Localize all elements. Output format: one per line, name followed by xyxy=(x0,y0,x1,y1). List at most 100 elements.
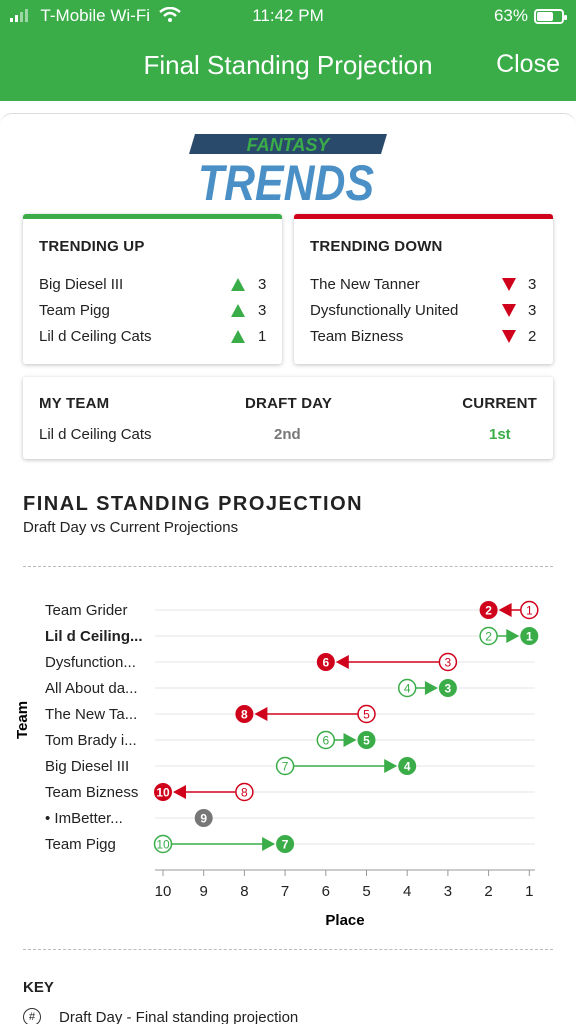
x-tick-label: 10 xyxy=(155,883,172,900)
current-label: 7 xyxy=(282,838,289,852)
clock: 11:42 PM xyxy=(252,6,324,25)
team-label: Team Grider xyxy=(45,602,128,619)
up-arrow-icon xyxy=(231,330,245,343)
draft-day-point xyxy=(235,782,254,802)
current-label: 2 xyxy=(485,604,492,618)
wifi-icon xyxy=(158,6,181,22)
draft-day-label: 5 xyxy=(363,708,370,722)
draft-day-label: 7 xyxy=(282,760,289,774)
draft-day-label: 1 xyxy=(526,604,533,618)
trending-up-team: Team Pigg xyxy=(39,302,110,319)
draft-day-label: 6 xyxy=(322,734,329,748)
draft-day-label: 3 xyxy=(445,656,452,670)
trending-up-card: TRENDING UP Big Diesel III 3 Team Pigg 3… xyxy=(23,214,282,364)
carrier-status: T-Mobile Wi-Fi xyxy=(10,6,181,26)
logo-line2: TRENDS xyxy=(198,155,374,204)
fantasy-trends-logo: FANTASY TRENDS xyxy=(189,134,387,204)
key-title: KEY xyxy=(23,979,54,996)
current-rank: 1st xyxy=(489,426,511,443)
logo-line1: FANTASY xyxy=(247,135,332,155)
x-tick-label: 2 xyxy=(484,883,492,900)
trend-arrowhead xyxy=(254,707,268,721)
x-tick-label: 8 xyxy=(240,883,248,900)
my-team-card: MY TEAM DRAFT DAY CURRENT Lil d Ceiling … xyxy=(23,377,553,459)
current-point xyxy=(235,705,254,723)
team-label: Dysfunction... xyxy=(45,654,136,671)
team-label: All About da... xyxy=(45,680,138,697)
key-label: Draft Day - Final standing projection xyxy=(59,1008,299,1024)
current-label: 8 xyxy=(241,708,248,722)
team-label: Team Bizness xyxy=(45,784,138,801)
close-button[interactable]: Close xyxy=(496,50,560,78)
draft-day-point xyxy=(520,600,539,620)
x-tick-label: 5 xyxy=(362,883,370,900)
trend-arrowhead xyxy=(262,837,276,851)
down-arrow-icon xyxy=(502,278,516,291)
battery-percent: 63% xyxy=(493,6,528,25)
x-tick-label: 7 xyxy=(281,883,289,900)
trend-arrowhead xyxy=(506,629,520,643)
section-subtitle: Draft Day vs Current Projections xyxy=(23,519,239,536)
draft-day-label: 4 xyxy=(404,682,411,696)
x-tick-label: 6 xyxy=(322,883,330,900)
draft-day-label: 8 xyxy=(241,786,248,800)
draft-day-label: 2 xyxy=(485,630,492,644)
current-point xyxy=(398,757,417,775)
x-tick-label: 3 xyxy=(444,883,452,900)
battery-status: 63% xyxy=(493,6,567,26)
standing-projection-chart: Team Team Grider 1 2 Lil d Ceiling... 2 1 Dysfu… xyxy=(14,600,539,929)
trending-up-team: Lil d Ceiling Cats xyxy=(39,328,152,345)
trending-up-accent xyxy=(23,214,282,219)
trending-down-change: 2 xyxy=(528,328,537,345)
x-tick-label: 4 xyxy=(403,883,411,900)
trending-down-title: TRENDING DOWN xyxy=(310,238,443,255)
battery-icon xyxy=(534,8,567,24)
trend-arrowhead xyxy=(335,655,349,669)
trend-arrowhead xyxy=(384,759,398,773)
my-team-header: MY TEAM xyxy=(39,395,110,412)
draft-day-point xyxy=(438,652,458,672)
y-axis-label: Team xyxy=(14,701,31,739)
draft-day-point xyxy=(275,756,295,776)
current-point xyxy=(357,731,376,749)
team-label: • ImBetter... xyxy=(45,810,123,827)
draft-day-point xyxy=(316,730,336,750)
trending-up-change: 3 xyxy=(258,302,267,319)
draft-day-marker-icon: # xyxy=(23,1008,41,1024)
trend-arrowhead xyxy=(498,603,512,617)
trending-up-team: Big Diesel III xyxy=(39,276,124,293)
trending-down-card: TRENDING DOWN The New Tanner 3 Dysfuncti… xyxy=(294,214,553,364)
down-arrow-icon xyxy=(502,304,516,317)
current-point xyxy=(316,653,335,671)
signal-icon xyxy=(10,9,28,22)
x-axis-label: Place xyxy=(325,912,364,929)
current-point xyxy=(520,627,539,645)
current-point xyxy=(479,601,498,619)
team-label: Lil d Ceiling... xyxy=(45,628,143,645)
x-tick-label: 1 xyxy=(525,883,533,900)
trending-up-change: 3 xyxy=(258,276,267,293)
draft-day-point xyxy=(153,834,173,854)
trending-down-change: 3 xyxy=(528,302,537,319)
trending-down-team: The New Tanner xyxy=(310,276,420,293)
my-team-name: Lil d Ceiling Cats xyxy=(39,426,152,443)
trend-arrowhead xyxy=(343,733,357,747)
team-label: The New Ta... xyxy=(45,706,137,723)
draft-day-point xyxy=(357,704,376,724)
draft-day-header: DRAFT DAY xyxy=(245,395,333,412)
current-label: 10 xyxy=(156,786,170,800)
current-point xyxy=(194,809,213,827)
trending-down-accent xyxy=(294,214,553,219)
trending-down-team: Dysfunctionally United xyxy=(310,302,459,319)
current-point xyxy=(276,835,295,853)
draft-day-rank: 2nd xyxy=(274,426,301,443)
current-label: 3 xyxy=(445,682,452,696)
top-bar: T-Mobile Wi-Fi 11:42 PM 63% Final Standi… xyxy=(0,0,576,101)
divider xyxy=(23,566,553,567)
team-label: Tom Brady i... xyxy=(45,732,137,749)
trending-down-change: 3 xyxy=(528,276,537,293)
trend-arrowhead xyxy=(424,681,438,695)
carrier-label: T-Mobile Wi-Fi xyxy=(40,6,150,25)
divider xyxy=(23,949,553,950)
trending-up-title: TRENDING UP xyxy=(39,238,145,255)
